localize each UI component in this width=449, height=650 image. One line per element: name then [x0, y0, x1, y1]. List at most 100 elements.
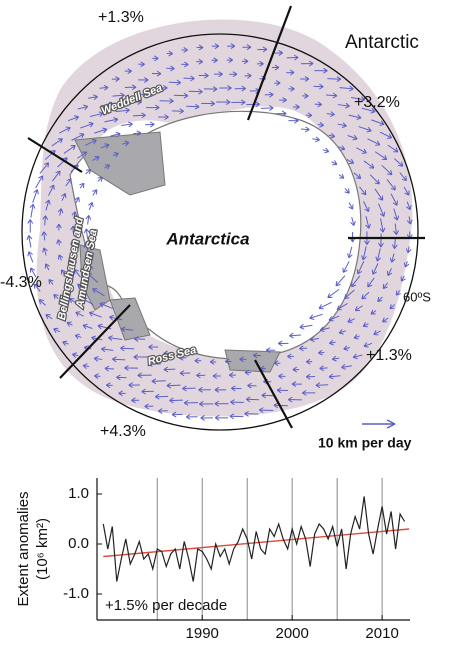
- drift-arrow: [347, 317, 355, 324]
- drift-arrow: [57, 208, 64, 216]
- drift-arrow: [214, 400, 229, 407]
- drift-arrow: [124, 84, 137, 91]
- drift-arrow: [151, 70, 162, 77]
- drift-arrow: [231, 99, 246, 106]
- drift-arrow: [51, 138, 63, 147]
- drift-arrow: [328, 373, 341, 380]
- drift-arrow: [369, 174, 380, 185]
- drift-arrow: [48, 279, 54, 285]
- drift-arrow: [100, 101, 114, 108]
- drift-arrow: [198, 386, 211, 393]
- drift-arrow: [234, 85, 247, 92]
- drift-arrow: [159, 98, 174, 104]
- drift-arrow: [228, 372, 237, 378]
- drift-arrow: [289, 332, 302, 339]
- drift-arrow: [213, 71, 223, 78]
- drift-arrow: [231, 385, 242, 392]
- drift-arrow: [348, 202, 354, 210]
- drift-arrow: [77, 283, 87, 292]
- drift-arrow: [26, 235, 33, 248]
- drift-arrow: [59, 126, 71, 134]
- drift-arrow: [169, 397, 183, 404]
- drift-arrow: [287, 353, 295, 360]
- drift-arrow: [338, 329, 346, 335]
- drift-arrow: [196, 372, 206, 379]
- sector-line: [59, 304, 131, 379]
- drift-arrow: [389, 253, 396, 263]
- sector-lines: [27, 5, 425, 429]
- drift-arrow: [382, 282, 389, 290]
- anomaly-line: [102, 496, 406, 582]
- drift-arrow: [288, 85, 295, 92]
- drift-arrow: [82, 297, 94, 306]
- y-axis-label-line: Extent anomalies: [15, 491, 32, 606]
- sea-ice-band: [36, 19, 413, 417]
- drift-arrow: [399, 172, 407, 182]
- drift-arrow: [374, 151, 388, 161]
- drift-arrow: [356, 147, 367, 154]
- drift-arrow: [79, 182, 85, 189]
- drift-arrow: [318, 301, 332, 310]
- drift-arrow: [133, 112, 146, 119]
- map-title: Antarctic: [345, 32, 419, 53]
- drift-arrow: [350, 217, 356, 226]
- drift-arrow: [348, 114, 362, 120]
- drift-arrow: [393, 158, 404, 167]
- drift-arrow: [138, 61, 145, 68]
- drift-arrow: [212, 373, 221, 379]
- y-tick-label: -1.0: [63, 585, 89, 602]
- drift-arrow: [82, 323, 93, 330]
- drift-arrow: [216, 99, 231, 106]
- drift-arrow: [301, 93, 309, 99]
- drift-arrow: [244, 410, 259, 417]
- drift-arrow: [403, 261, 410, 268]
- drift-arrow: [242, 44, 252, 51]
- drift-arrow: [104, 117, 119, 123]
- drift-arrow: [386, 268, 393, 276]
- drift-arrow: [247, 382, 257, 389]
- drift-arrow: [244, 369, 252, 376]
- drift-arrow: [104, 164, 111, 170]
- drift-arrow: [88, 311, 102, 318]
- latitude-label: 60ºS: [403, 289, 431, 304]
- drift-arrow: [275, 110, 287, 117]
- drift-arrow: [367, 277, 375, 288]
- drift-arrow: [56, 239, 62, 246]
- drift-arrow: [186, 103, 200, 110]
- drift-arrow: [148, 361, 161, 367]
- drift-arrow: [356, 261, 365, 275]
- drift-arrow: [274, 80, 281, 87]
- drift-arrow: [166, 382, 181, 389]
- chart: 1.0 0.0 -1.0 1990 2000 2010 Extent anomalies (1…: [15, 478, 410, 642]
- drift-arrow: [387, 144, 399, 153]
- drift-arrow: [42, 215, 49, 226]
- drift-arrow: [85, 139, 97, 146]
- drift-arrow: [363, 201, 370, 213]
- drift-arrow: [300, 60, 314, 67]
- drift-arrow: [97, 176, 103, 182]
- drift-arrow: [55, 223, 62, 231]
- sector-line: [246, 5, 293, 121]
- drift-arrow: [328, 132, 336, 139]
- drift-arrow: [188, 88, 203, 95]
- drift-arrow: [244, 72, 252, 79]
- drift-arrow: [182, 385, 196, 392]
- drift-arrow: [151, 378, 166, 385]
- continent-label: Antarctica: [165, 229, 249, 248]
- drift-arrow: [92, 189, 98, 196]
- latitude-circle: [21, 33, 419, 431]
- drift-arrow: [51, 170, 61, 182]
- annotation: +1.5% per decade: [105, 597, 227, 614]
- x-tick-label: 2010: [365, 625, 398, 642]
- drift-arrow: [154, 393, 169, 400]
- drift-arrow: [214, 386, 227, 393]
- drift-arrow: [59, 308, 66, 314]
- drift-arrow: [257, 60, 264, 67]
- drift-arrow: [331, 355, 340, 362]
- drift-arrow: [386, 179, 396, 191]
- drift-arrow: [260, 105, 274, 111]
- drift-arrow: [89, 111, 104, 118]
- drift-arrow: [277, 340, 289, 347]
- drift-arrow: [183, 75, 195, 82]
- drift-arrow: [319, 326, 330, 333]
